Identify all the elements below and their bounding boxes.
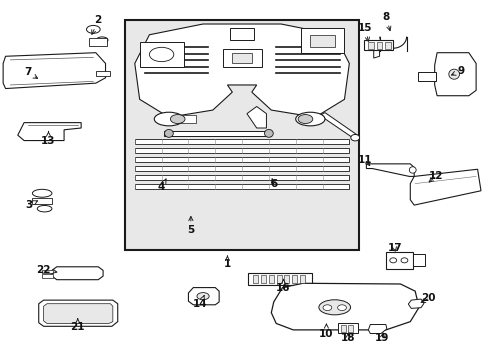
Text: 22: 22 [36,265,57,275]
Text: 10: 10 [319,324,333,339]
Ellipse shape [350,134,359,141]
Polygon shape [246,107,266,128]
Bar [347,325,352,332]
Ellipse shape [448,69,459,79]
Text: 20: 20 [420,293,435,303]
Ellipse shape [96,37,108,43]
Ellipse shape [400,258,407,263]
Bar [222,49,261,67]
Polygon shape [3,53,105,89]
Text: 6: 6 [269,179,277,189]
Bar [276,275,281,283]
Bar [300,28,344,53]
Text: 16: 16 [276,279,290,293]
Text: 13: 13 [41,131,56,145]
Bar [135,148,348,153]
Bar [32,198,52,204]
Text: 12: 12 [427,171,442,182]
Text: 2: 2 [92,15,102,34]
Bar [135,166,348,171]
Bar [292,275,297,283]
Bar [140,42,183,67]
Text: 9: 9 [450,66,464,76]
Bar [417,72,435,81]
Ellipse shape [295,112,325,126]
Text: 17: 17 [386,243,401,253]
Text: 8: 8 [382,12,390,31]
Polygon shape [42,270,53,273]
Text: 21: 21 [70,319,85,332]
Polygon shape [407,299,423,309]
Bar [229,28,254,40]
Text: 18: 18 [341,333,355,343]
Ellipse shape [323,305,331,311]
Text: 4: 4 [158,179,166,192]
Text: 14: 14 [193,296,207,309]
Bar [376,41,382,49]
Ellipse shape [37,206,52,212]
Bar [248,273,311,285]
Polygon shape [39,300,118,326]
Polygon shape [434,53,475,96]
Bar [310,35,334,47]
Bar [232,53,251,63]
Polygon shape [43,304,113,323]
Ellipse shape [32,189,52,197]
Text: 11: 11 [357,155,372,166]
Ellipse shape [408,167,415,173]
Ellipse shape [164,130,173,137]
Ellipse shape [86,26,100,33]
Ellipse shape [389,258,396,263]
Polygon shape [271,283,418,330]
Polygon shape [188,288,219,305]
Text: 15: 15 [357,23,372,41]
Bar [135,139,348,144]
Bar [135,184,348,189]
Polygon shape [320,113,358,139]
Bar [340,325,345,332]
Bar [412,253,424,266]
Ellipse shape [264,130,273,137]
Bar [96,71,110,76]
Polygon shape [366,164,413,176]
Ellipse shape [149,47,173,62]
Ellipse shape [318,300,350,315]
Ellipse shape [337,305,346,311]
Polygon shape [18,123,81,140]
Bar [89,39,107,46]
Text: 7: 7 [24,67,38,78]
Bar [253,275,258,283]
Ellipse shape [170,114,184,123]
Polygon shape [135,24,348,117]
Bar [163,116,195,123]
Bar [337,323,357,333]
Ellipse shape [298,114,312,123]
Text: 3: 3 [25,200,38,210]
Bar [300,275,305,283]
Bar [385,41,390,49]
Bar [163,131,271,136]
Text: 1: 1 [224,256,231,269]
Ellipse shape [197,293,209,300]
Polygon shape [373,45,379,58]
Bar [284,275,289,283]
Polygon shape [367,324,386,333]
Bar [135,175,348,180]
Polygon shape [409,169,480,205]
Polygon shape [42,274,53,278]
Polygon shape [52,267,103,280]
Bar [135,157,348,162]
Bar [385,252,412,269]
Text: 19: 19 [374,333,389,343]
Ellipse shape [154,112,183,126]
Bar [261,275,265,283]
Bar [268,275,273,283]
Text: 5: 5 [187,216,194,235]
Bar [367,41,373,49]
Bar [363,40,392,50]
Bar [125,21,358,250]
